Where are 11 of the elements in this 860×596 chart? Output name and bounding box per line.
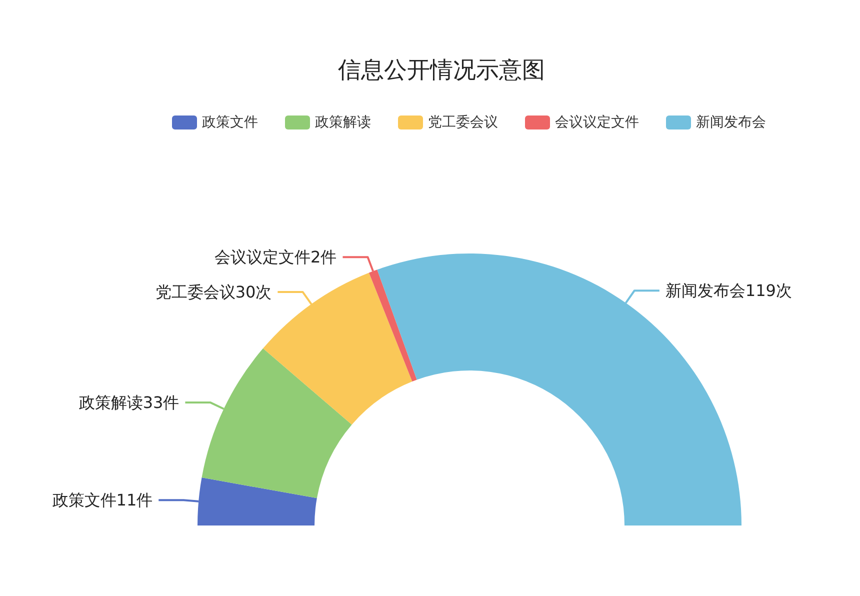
data-label: 政策解读33件: [78, 392, 180, 412]
legend-label: 会议议定文件: [555, 114, 639, 130]
chart-title: 信息公开情况示意图: [338, 58, 545, 84]
legend-label: 党工委会议: [428, 114, 498, 130]
legend-label: 政策文件: [202, 114, 258, 130]
legend-label: 新闻发布会: [696, 114, 766, 130]
data-label: 新闻发布会119次: [665, 281, 792, 300]
data-label: 会议议定文件2件: [214, 248, 337, 267]
data-label: 党工委会议30次: [155, 282, 272, 302]
legend-label: 政策解读: [315, 114, 371, 130]
data-label: 政策文件11件: [52, 490, 153, 510]
